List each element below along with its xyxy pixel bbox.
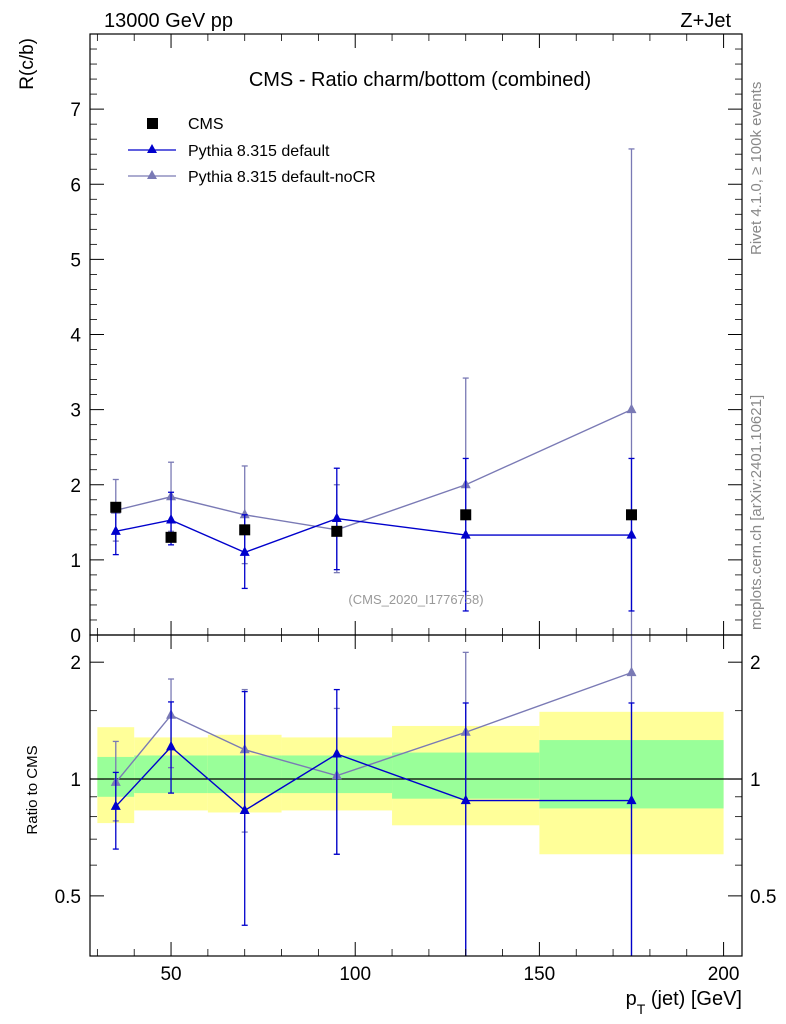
- main-point-default: [166, 514, 177, 524]
- main-plot-panel: CMS - Ratio charm/bottom (combined) R(c/…: [17, 33, 743, 636]
- ratio-ytick-label-right: 2: [750, 653, 761, 674]
- side-label-mcplots: mcplots.cern.ch [arXiv:2401.10621]: [748, 395, 765, 630]
- main-point-default: [110, 525, 121, 535]
- ratio-xtick-label: 50: [160, 964, 181, 985]
- header-process-label: Z+Jet: [680, 10, 731, 32]
- main-y-axis-label: R(c/b): [17, 38, 38, 90]
- legend-default-marker: [147, 144, 157, 153]
- main-point-default: [331, 512, 342, 523]
- main-point-default: [239, 546, 250, 556]
- main-ytick-label: 2: [70, 476, 81, 497]
- ratio-xtick-label: 100: [339, 964, 371, 985]
- main-point-cms: [239, 524, 251, 536]
- legend-cms-marker: [147, 118, 158, 129]
- main-ytick-label: 7: [70, 100, 81, 121]
- ratio-y-axis-label: Ratio to CMS: [24, 745, 41, 834]
- legend-cms-label: CMS: [188, 116, 224, 133]
- main-point-cms: [460, 509, 472, 521]
- ratio-point-default: [110, 800, 121, 810]
- side-label-rivet: Rivet 4.1.0, ≥ 100k events: [748, 82, 765, 255]
- ratio-point-default: [331, 748, 342, 758]
- header-energy-label: 13000 GeV pp: [104, 10, 233, 32]
- legend-nocr-label: Pythia 8.315 default-noCR: [188, 169, 376, 186]
- ratio-xtick-label: 200: [708, 964, 740, 985]
- main-ytick-label: 1: [70, 551, 81, 572]
- ratio-ytick-label-right: 0.5: [750, 887, 776, 908]
- ratio-ytick-label-left: 1: [70, 770, 81, 791]
- ratio-point-default: [239, 804, 250, 814]
- ratio-point-default: [166, 740, 177, 751]
- main-plot-area: [110, 148, 637, 635]
- legend-nocr-marker: [147, 170, 157, 179]
- ratio-xtick-label: 150: [524, 964, 556, 985]
- main-line-nocr: [115, 408, 632, 531]
- main-ytick-label: 5: [70, 250, 81, 271]
- main-point-cms: [625, 509, 637, 521]
- ratio-ytick-label-left: 0.5: [55, 887, 81, 908]
- main-point-cms: [110, 501, 122, 513]
- ratio-point-default: [626, 794, 637, 805]
- x-axis-label: pT (jet) [GeV]: [626, 988, 742, 1017]
- ratio-point-default: [460, 794, 471, 805]
- analysis-id-label: (CMS_2020_I1776758): [348, 592, 483, 607]
- legend-default-label: Pythia 8.315 default: [188, 143, 330, 160]
- ratio-line-default: [115, 745, 632, 812]
- ratio-line-nocr: [115, 671, 632, 783]
- ratio-plot-frame: [89, 634, 743, 957]
- main-point-default: [626, 529, 637, 539]
- plot-title: CMS - Ratio charm/bottom (combined): [249, 69, 591, 91]
- main-point-cms: [331, 525, 343, 537]
- ratio-ytick-label-right: 1: [750, 770, 761, 791]
- ratio-plot-panel: Ratio to CMS: [24, 634, 743, 957]
- ratio-point-nocr: [626, 666, 637, 677]
- ratio-ytick-label-left: 2: [70, 653, 81, 674]
- main-point-nocr: [239, 508, 250, 519]
- main-point-default: [460, 529, 471, 539]
- main-ytick-label: 4: [70, 326, 81, 347]
- ratio-plot-area: [90, 635, 742, 956]
- main-point-nocr: [626, 403, 637, 414]
- legend: CMS Pythia 8.315 default Pythia 8.315 de…: [128, 116, 376, 186]
- main-point-cms: [165, 531, 177, 543]
- main-ytick-label: 6: [70, 175, 81, 196]
- main-ytick-label: 3: [70, 401, 81, 422]
- main-ytick-label: 0: [70, 626, 81, 647]
- main-line-default: [115, 517, 632, 554]
